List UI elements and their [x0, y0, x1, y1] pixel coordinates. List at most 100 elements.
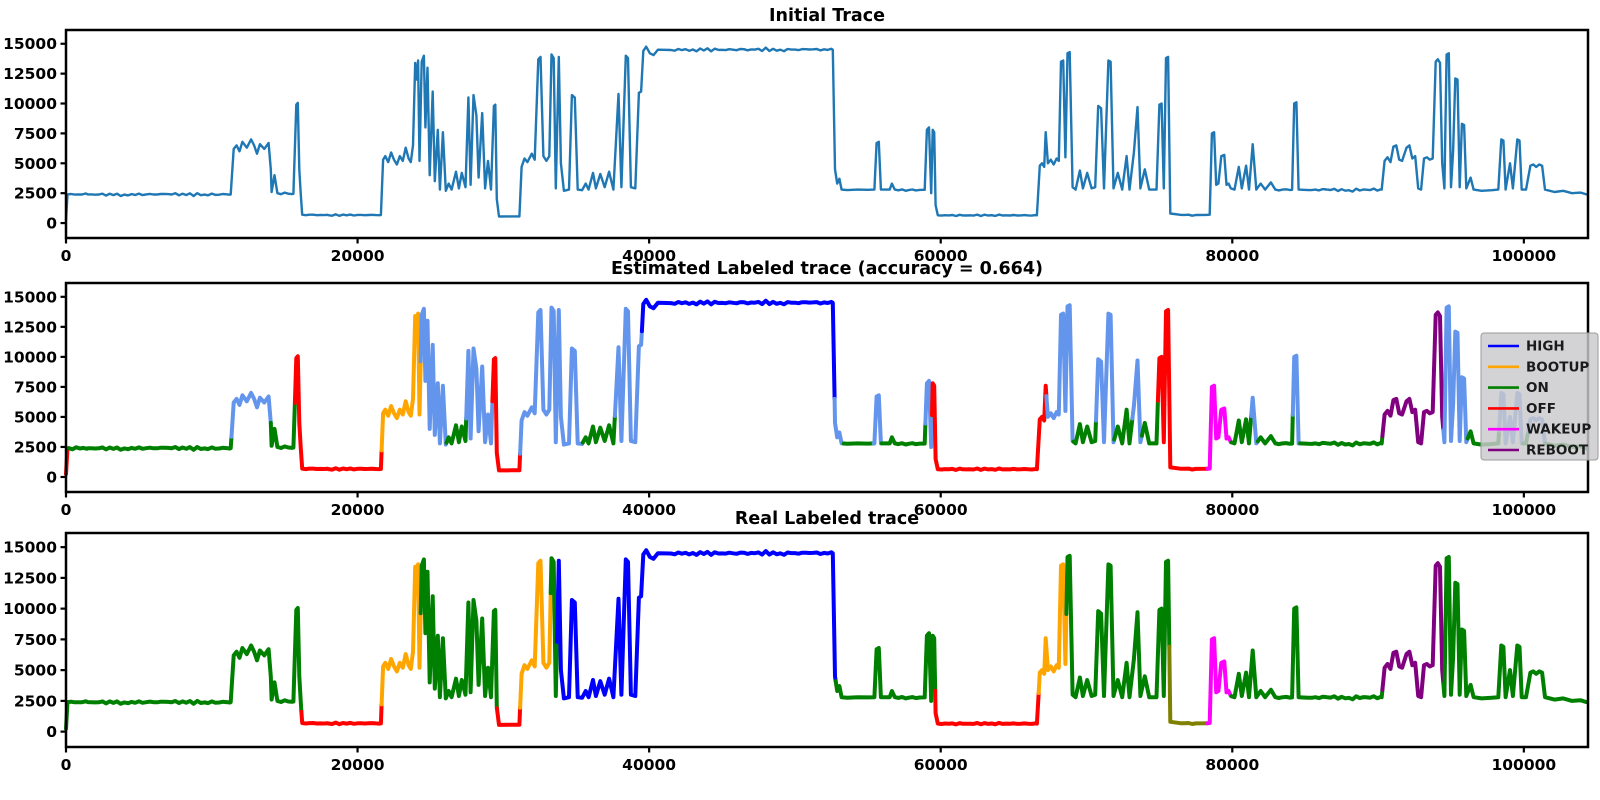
trace-segment-unlabeled [1044, 303, 1076, 444]
y-tick-label: 0 [46, 468, 57, 486]
trace-segment-on [1255, 412, 1295, 447]
y-tick-label: 7500 [14, 378, 57, 396]
y-tick-label: 5000 [14, 155, 57, 173]
trace-segment-unlabeled [1130, 358, 1144, 445]
y-tick-label: 5000 [14, 662, 57, 680]
trace-segment-on [268, 400, 297, 450]
subplot-1: 0 20000 40000 60000 80000 100000 0 2500 5000 7500… [3, 259, 1599, 519]
trace-segment-off [299, 702, 384, 727]
y-tick-label: 0 [46, 723, 57, 741]
x-tick-label: 80000 [1205, 756, 1259, 774]
trace-segment-on [1112, 407, 1135, 446]
trace-segment-on [1441, 555, 1589, 705]
plot-title: Real Labeled trace [735, 509, 919, 529]
y-tick-label: 5000 [14, 408, 57, 426]
trace-segment-on [66, 434, 234, 452]
x-tick-label: 20000 [331, 247, 385, 265]
trace-segment-on [1229, 414, 1254, 446]
y-tick-label: 15000 [3, 288, 57, 306]
x-tick-label: 60000 [914, 247, 968, 265]
legend-label: WAKEUP [1526, 422, 1591, 438]
trace-segment-unlabeled [464, 346, 495, 446]
trace-segment-unlabeled [1094, 311, 1117, 445]
y-tick-label: 10000 [3, 600, 57, 618]
legend-label: REBOOT [1526, 443, 1589, 459]
x-tick-label: 100000 [1491, 247, 1556, 265]
trace-segment-off [292, 354, 384, 472]
trace-segment-off [933, 688, 1041, 727]
trace-segment-on [879, 421, 928, 447]
x-tick-label: 20000 [331, 501, 385, 519]
y-tick-label: 15000 [3, 539, 57, 557]
trace-segment-high [555, 548, 838, 701]
x-tick-label: 40000 [622, 756, 676, 774]
x-tick-label: 80000 [1205, 501, 1259, 519]
trace-segment-unlabeled [1441, 304, 1470, 445]
legend-item-wakeup: WAKEUP [1488, 422, 1591, 438]
trace-segment-on [833, 631, 938, 703]
trace-segment-unlabeled_olive [1167, 644, 1210, 726]
y-tick-label: 2500 [14, 692, 57, 710]
legend-label: ON [1526, 380, 1549, 396]
y-tick-label: 12500 [3, 318, 57, 336]
y-tick-label: 10000 [3, 95, 57, 113]
y-tick-label: 10000 [3, 348, 57, 366]
trace-segment-raw [64, 45, 1588, 222]
y-tick-label: 7500 [14, 125, 57, 143]
x-tick-label: 100000 [1491, 501, 1556, 519]
trace-segment-on [64, 606, 304, 731]
legend-item-bootup: BOOTUP [1488, 359, 1589, 375]
x-tick-label: 40000 [622, 247, 676, 265]
trace-segment-high [639, 297, 837, 401]
y-tick-label: 0 [46, 215, 57, 233]
trace-segment-bootup [518, 558, 553, 710]
legend-item-off: OFF [1488, 401, 1556, 417]
legend-item-on: ON [1488, 380, 1549, 396]
trace-segment-on [580, 413, 617, 446]
trace-segment-on [444, 416, 469, 446]
trace-segment-reboot [1380, 561, 1446, 700]
y-tick-label: 12500 [3, 65, 57, 83]
x-tick-label: 60000 [914, 756, 968, 774]
plot-title: Estimated Labeled trace (accuracy = 0.66… [611, 259, 1043, 279]
y-tick-label: 7500 [14, 631, 57, 649]
legend-item-reboot: REBOOT [1488, 443, 1589, 459]
subplot-0: 0 20000 40000 60000 80000 100000 0 2500 5000 7500… [3, 6, 1590, 265]
trace-segment-on [1064, 553, 1172, 700]
legend-item-high: HIGH [1488, 339, 1565, 355]
y-tick-label: 15000 [3, 35, 57, 53]
trace-segment-reboot [1380, 310, 1446, 446]
trace-segment-on [548, 556, 559, 698]
subplot-2: 0 20000 40000 60000 80000 100000 0 2500 5000 7500… [3, 509, 1590, 774]
trace-segment-off [930, 381, 1049, 472]
x-tick-label: 0 [61, 501, 72, 519]
trace-segment-unlabeled [518, 305, 585, 456]
x-tick-label: 100000 [1491, 756, 1556, 774]
trace-segment-on [1229, 605, 1385, 702]
x-tick-label: 60000 [914, 501, 968, 519]
x-tick-label: 40000 [622, 501, 676, 519]
trace-segment-off [1155, 308, 1210, 472]
trace-segment-on [1298, 434, 1385, 448]
x-tick-label: 80000 [1205, 247, 1259, 265]
y-tick-label: 12500 [3, 569, 57, 587]
y-tick-label: 2500 [14, 438, 57, 456]
trace-segment-unlabeled [923, 378, 934, 449]
legend-label: HIGH [1526, 339, 1565, 355]
trace-segment-wakeup [1205, 383, 1234, 471]
trace-segment-bootup [379, 562, 423, 707]
trace-segment-bootup [379, 311, 423, 453]
x-tick-label: 20000 [331, 756, 385, 774]
trace-segment-unlabeled [229, 390, 273, 439]
x-tick-label: 0 [61, 756, 72, 774]
trace-segment-unlabeled [418, 306, 449, 447]
trace-segment-off [490, 356, 523, 473]
trace-segment-bootup [1036, 562, 1069, 695]
trace-segment-on [1139, 398, 1160, 446]
legend-label: OFF [1526, 401, 1556, 417]
trace-segment-wakeup [1205, 636, 1234, 726]
legend: HIGH BOOTUP ON OFF WAKEUP REBOOT [1480, 332, 1599, 461]
trace-segment-off [494, 705, 523, 727]
